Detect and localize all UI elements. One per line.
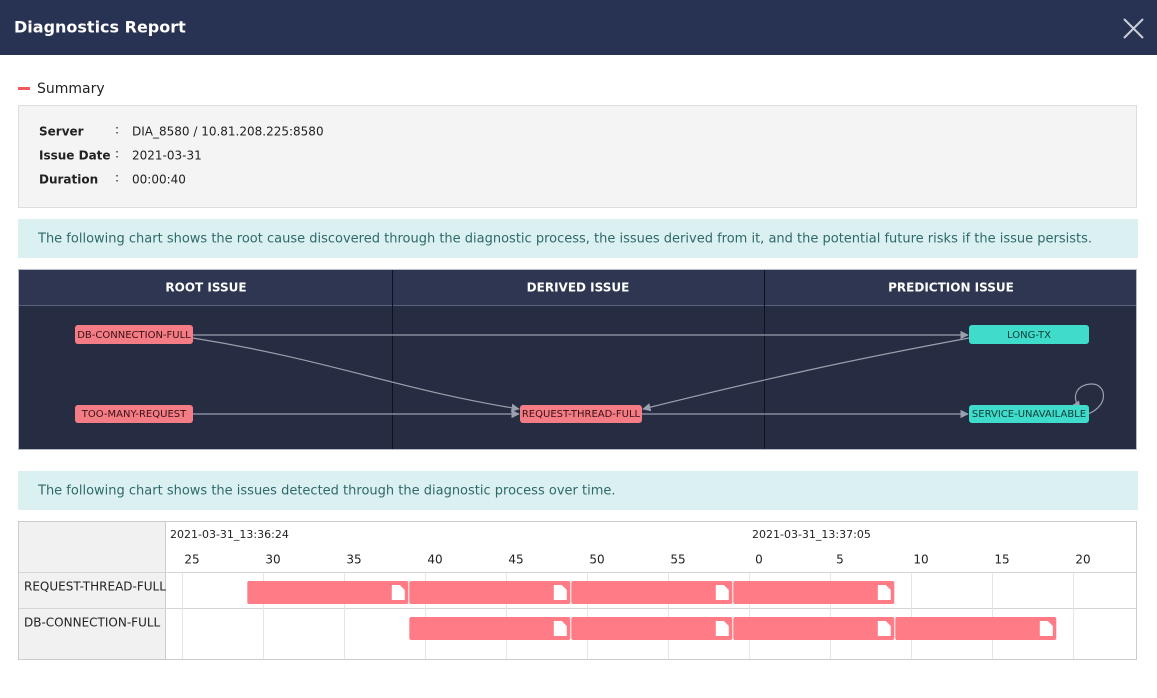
field-value: 00:00:40 [132, 173, 186, 187]
doc-icon [391, 585, 405, 600]
issue-bar[interactable] [733, 581, 895, 604]
bar [895, 617, 1057, 640]
row-label: REQUEST-THREAD-FULL [24, 580, 166, 594]
node[interactable]: REQUEST-THREAD-FULL [520, 405, 642, 423]
field-colon: : [115, 147, 119, 161]
field-label: Duration [39, 173, 98, 187]
tick-label: 15 [994, 553, 1009, 567]
issue-bar[interactable] [733, 617, 895, 640]
bar [571, 581, 733, 604]
issue-bar[interactable] [409, 581, 571, 604]
node[interactable]: TOO-MANY-REQUEST [75, 405, 193, 423]
bar [733, 617, 895, 640]
info-box [18, 471, 1138, 510]
issue-bar[interactable] [571, 581, 733, 604]
header-bar [0, 0, 1157, 55]
issue-bar[interactable] [895, 617, 1057, 640]
tick-label: 50 [589, 553, 604, 567]
bar [247, 581, 409, 604]
tick-label: 35 [346, 553, 361, 567]
edges [192, 330, 1105, 419]
doc-icon [553, 621, 567, 636]
tick-label: 0 [755, 553, 763, 567]
node-label: TOO-MANY-REQUEST [81, 409, 187, 420]
section-title: Summary [37, 81, 105, 97]
bar [571, 617, 733, 640]
info-box [18, 219, 1138, 258]
doc-icon [715, 585, 729, 600]
tick-label: 5 [836, 553, 844, 567]
summary-box [18, 105, 1137, 208]
time-label: 2021-03-31_13:37:05 [752, 528, 871, 541]
tick-label: 10 [913, 553, 928, 567]
dialog-title: Diagnostics Report [14, 18, 186, 37]
column-header: ROOT ISSUE [165, 281, 246, 295]
bar [409, 581, 571, 604]
info-text: The following chart shows the issues det… [37, 484, 615, 499]
doc-icon [715, 621, 729, 636]
issue-bar[interactable] [247, 581, 409, 604]
bar [733, 581, 895, 604]
time-label: 2021-03-31_13:36:24 [170, 528, 289, 541]
close-button[interactable] [1123, 18, 1144, 39]
tick-label: 20 [1075, 553, 1090, 567]
tick-label: 45 [508, 553, 523, 567]
tick-label: 55 [670, 553, 685, 567]
flow-header [19, 270, 1136, 305]
field-colon: : [115, 123, 119, 137]
node[interactable]: DB-CONNECTION-FULL [75, 325, 193, 344]
tick-label: 40 [427, 553, 442, 567]
issue-bar[interactable] [571, 617, 733, 640]
column-header: PREDICTION ISSUE [888, 281, 1014, 295]
doc-icon [553, 585, 567, 600]
field-value: DIA_8580 / 10.81.208.225:8580 [132, 125, 324, 139]
doc-icon [877, 621, 891, 636]
field-colon: : [115, 171, 119, 185]
column-header: DERIVED ISSUE [527, 281, 630, 295]
node-label: LONG-TX [1007, 330, 1051, 341]
node[interactable]: SERVICE-UNAVAILABLE [969, 405, 1089, 423]
doc-icon [877, 585, 891, 600]
node-label: SERVICE-UNAVAILABLE [972, 409, 1086, 420]
row-label: DB-CONNECTION-FULL [24, 616, 161, 630]
node-label: DB-CONNECTION-FULL [77, 330, 191, 341]
node-label: REQUEST-THREAD-FULL [522, 409, 641, 420]
node[interactable]: LONG-TX [969, 325, 1089, 344]
bar [409, 617, 571, 640]
field-value: 2021-03-31 [132, 149, 202, 163]
section-marker [18, 87, 30, 90]
field-label: Issue Date [39, 149, 111, 163]
tick-label: 25 [184, 553, 199, 567]
doc-icon [1039, 621, 1053, 636]
tick-label: 30 [265, 553, 280, 567]
timeline-label-column [19, 522, 165, 659]
issue-bar[interactable] [409, 617, 571, 640]
field-label: Server [39, 125, 84, 139]
info-text: The following chart shows the root cause… [37, 232, 1092, 247]
